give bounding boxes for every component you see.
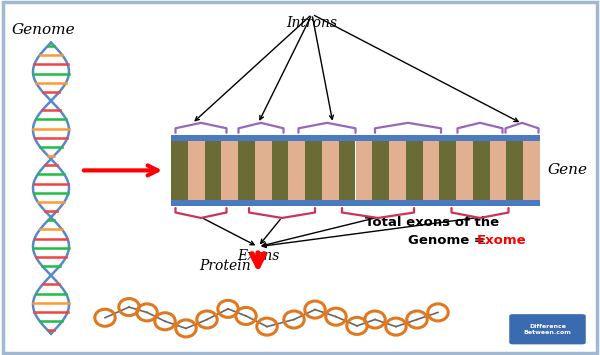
Text: Protein: Protein <box>199 260 251 273</box>
Bar <box>171 135 540 141</box>
Bar <box>490 141 506 200</box>
FancyBboxPatch shape <box>508 313 587 345</box>
Text: Exons: Exons <box>237 248 279 262</box>
Bar <box>171 200 540 206</box>
Text: Genome =: Genome = <box>408 234 490 247</box>
Bar <box>171 141 188 200</box>
Text: Introns: Introns <box>287 16 337 30</box>
Bar <box>339 141 355 200</box>
Bar <box>205 141 221 200</box>
Text: Exome: Exome <box>477 234 527 247</box>
Bar <box>422 141 439 200</box>
Text: Difference
Between.com: Difference Between.com <box>524 324 571 335</box>
Bar <box>523 141 540 200</box>
Bar <box>406 141 422 200</box>
Bar <box>238 141 255 200</box>
Bar <box>188 141 205 200</box>
Bar <box>439 141 456 200</box>
Bar <box>355 141 372 200</box>
Bar <box>322 141 339 200</box>
Bar <box>372 141 389 200</box>
Bar <box>221 141 238 200</box>
Text: Total exons of the: Total exons of the <box>365 216 499 229</box>
Bar <box>305 141 322 200</box>
Bar <box>272 141 289 200</box>
FancyBboxPatch shape <box>3 2 597 353</box>
Bar <box>389 141 406 200</box>
Text: Genome: Genome <box>12 23 76 37</box>
Bar <box>289 141 305 200</box>
Text: Gene: Gene <box>547 163 587 178</box>
Bar <box>456 141 473 200</box>
Bar <box>506 141 523 200</box>
Bar <box>473 141 490 200</box>
Bar <box>255 141 272 200</box>
